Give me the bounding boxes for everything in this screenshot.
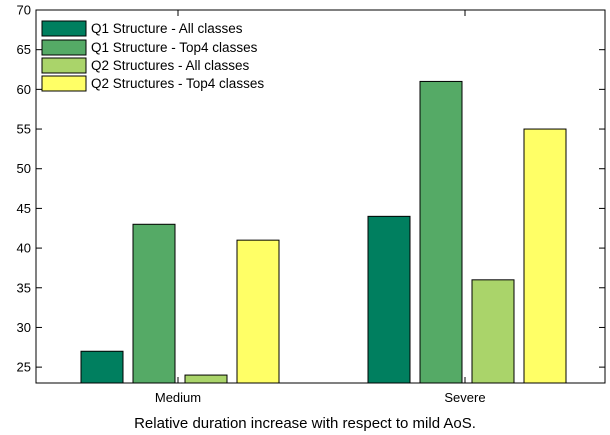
bar (80, 350, 124, 384)
bar (132, 223, 176, 384)
y-tick-label: 40 (17, 241, 31, 256)
y-tick-label: 70 (17, 3, 31, 18)
legend-label: Q2 Structures - All classes (91, 58, 250, 73)
legend-swatch (41, 57, 87, 74)
legend-label: Q1 Structure - All classes (91, 21, 243, 36)
bar (471, 279, 515, 384)
y-tick-label: 45 (17, 201, 31, 216)
bar (419, 80, 463, 384)
y-tick-label: 35 (17, 280, 31, 295)
y-tick-label: 30 (17, 320, 31, 335)
x-tick-label: Medium (155, 390, 201, 405)
legend: Q1 Structure - All classes Q1 Structure -… (41, 20, 264, 92)
y-tick-label: 55 (17, 122, 31, 137)
y-tick-label: 50 (17, 161, 31, 176)
legend-swatch (41, 20, 87, 37)
bar (236, 239, 280, 384)
legend-swatch (41, 75, 87, 92)
x-axis-categories: Medium Severe (155, 10, 486, 405)
x-axis-label: Relative duration increase with respect … (134, 415, 476, 432)
bar (367, 215, 411, 384)
bars (80, 80, 567, 384)
y-tick-label: 25 (17, 360, 31, 375)
x-tick-label: Severe (444, 390, 485, 405)
plot-frame (35, 9, 606, 384)
legend-swatch (41, 39, 87, 56)
bar (523, 128, 567, 384)
y-axis-ticks: 25 30 35 40 45 50 55 60 65 70 (17, 3, 605, 375)
y-tick-label: 60 (17, 82, 31, 97)
bar (184, 374, 228, 384)
y-tick-label: 65 (17, 42, 31, 57)
legend-label: Q1 Structure - Top4 classes (91, 40, 258, 55)
legend-label: Q2 Structures - Top4 classes (91, 76, 264, 91)
